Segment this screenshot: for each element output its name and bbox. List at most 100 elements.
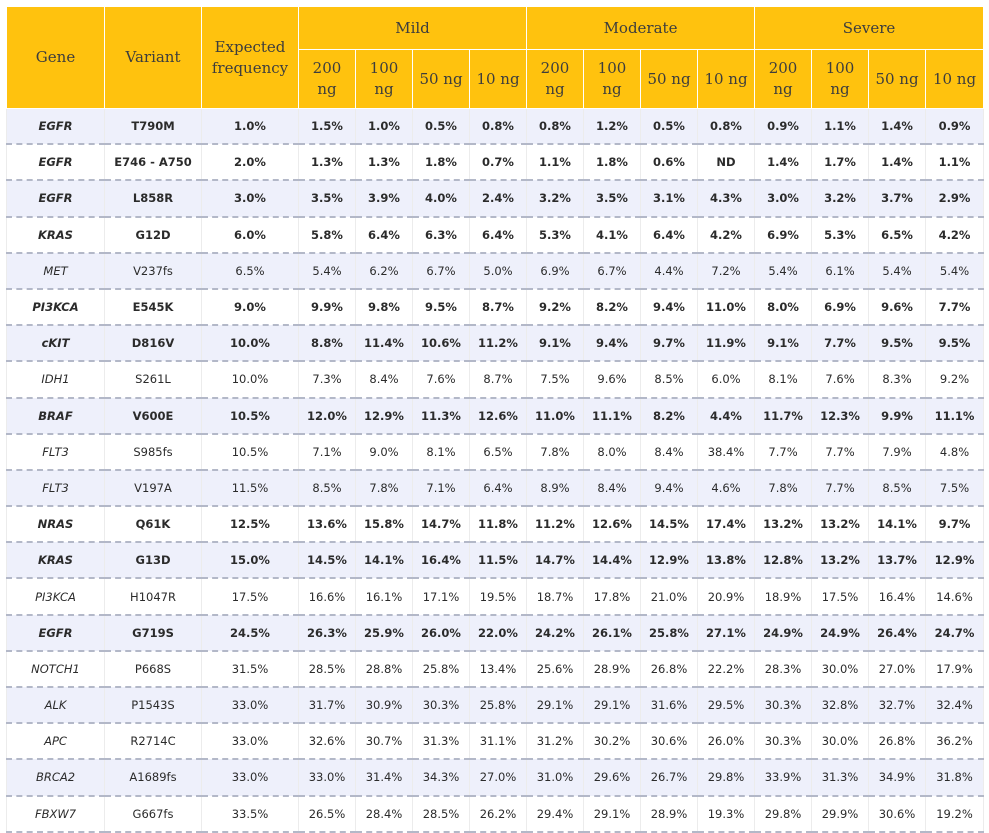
measured-frequency-cell: 30.3%	[754, 723, 813, 761]
amount-header-moderate-3: 10 ng	[696, 49, 756, 109]
measured-frequency-cell: 26.1%	[583, 614, 641, 652]
measured-frequency-cell: 30.0%	[811, 723, 870, 761]
measured-frequency-cell: 2.4%	[469, 180, 527, 218]
measured-frequency-cell: 28.8%	[355, 650, 413, 689]
measured-frequency-cell: 11.0%	[526, 397, 584, 435]
measured-frequency-cell: 1.3%	[298, 144, 356, 182]
expected-frequency-cell: 10.0%	[201, 361, 299, 399]
measured-frequency-cell: 13.2%	[811, 542, 870, 580]
amount-header-severe-1: 100 ng	[811, 49, 870, 109]
measured-frequency-cell: 22.0%	[469, 614, 527, 652]
amount-header-mild-0: 200 ng	[298, 49, 356, 109]
measured-frequency-cell: 31.3%	[811, 759, 870, 797]
measured-frequency-cell: 11.1%	[583, 397, 641, 435]
measured-frequency-cell: 17.4%	[696, 506, 756, 544]
measured-frequency-cell: 31.3%	[412, 723, 470, 761]
measured-frequency-cell: 12.6%	[583, 506, 641, 544]
expected-frequency-cell: 17.5%	[201, 578, 299, 616]
measured-frequency-cell: 6.9%	[811, 288, 870, 327]
measured-frequency-cell: 34.9%	[868, 759, 927, 797]
measured-frequency-cell: 11.0%	[696, 288, 756, 327]
expected-frequency-cell: 33.0%	[201, 687, 299, 725]
variant-cell: G667fs	[104, 795, 202, 833]
measured-frequency-cell: 15.8%	[355, 506, 413, 544]
table-row: ALK P1543S 33.0% 31.7% 30.9% 30.3% 25.8% 29.1% 2…	[6, 687, 985, 725]
gene-cell: ALK	[6, 687, 105, 725]
measured-frequency-cell: 26.8%	[868, 723, 927, 761]
measured-frequency-cell: 8.0%	[583, 433, 641, 471]
measured-frequency-cell: 9.5%	[925, 325, 985, 363]
measured-frequency-cell: 4.0%	[412, 180, 470, 218]
variant-cell: D816V	[104, 325, 202, 363]
gene-cell: EGFR	[6, 614, 105, 652]
measured-frequency-cell: 7.6%	[811, 361, 870, 399]
measured-frequency-cell: 0.9%	[754, 108, 813, 146]
measured-frequency-cell: 1.3%	[355, 144, 413, 182]
measured-frequency-cell: 29.4%	[526, 795, 584, 833]
measured-frequency-cell: 8.1%	[754, 361, 813, 399]
measured-frequency-cell: 8.3%	[868, 361, 927, 399]
measured-frequency-cell: 25.6%	[526, 650, 584, 689]
amount-header-severe-0: 200 ng	[754, 49, 813, 109]
table-row: IDH1 S261L 10.0% 7.3% 8.4% 7.6% 8.7% 7.5% 9.6% 8.…	[6, 361, 985, 399]
measured-frequency-cell: 8.4%	[355, 361, 413, 399]
measured-frequency-cell: 9.5%	[868, 325, 927, 363]
measured-frequency-cell: 4.3%	[696, 180, 756, 218]
measured-frequency-cell: 7.1%	[298, 433, 356, 471]
group-header-severe: Severe	[754, 6, 985, 50]
measured-frequency-cell: 5.4%	[925, 252, 985, 290]
measured-frequency-cell: 19.2%	[925, 795, 985, 833]
measured-frequency-cell: 12.9%	[355, 397, 413, 435]
table-row: cKIT D816V 10.0% 8.8% 11.4% 10.6% 11.2% 9.1% 9.4…	[6, 325, 985, 363]
gene-cell: FLT3	[6, 469, 105, 508]
measured-frequency-cell: 24.9%	[811, 614, 870, 652]
measured-frequency-cell: 13.8%	[696, 542, 756, 580]
measured-frequency-cell: 7.8%	[355, 469, 413, 508]
variant-cell: E545K	[104, 288, 202, 327]
measured-frequency-cell: 27.0%	[868, 650, 927, 689]
measured-frequency-cell: 6.5%	[469, 433, 527, 471]
measured-frequency-cell: 25.8%	[412, 650, 470, 689]
variant-cell: Q61K	[104, 506, 202, 544]
gene-cell: EGFR	[6, 180, 105, 218]
measured-frequency-cell: 7.9%	[868, 433, 927, 471]
measured-frequency-cell: 24.2%	[526, 614, 584, 652]
measured-frequency-cell: 9.1%	[526, 325, 584, 363]
measured-frequency-cell: 3.2%	[526, 180, 584, 218]
measured-frequency-cell: 30.7%	[355, 723, 413, 761]
measured-frequency-cell: 8.7%	[469, 288, 527, 327]
measured-frequency-cell: 26.8%	[640, 650, 698, 689]
measured-frequency-cell: 8.2%	[640, 397, 698, 435]
measured-frequency-cell: 6.1%	[811, 252, 870, 290]
expected-frequency-cell: 2.0%	[201, 144, 299, 182]
measured-frequency-cell: 20.9%	[696, 578, 756, 616]
measured-frequency-cell: 6.4%	[469, 216, 527, 254]
measured-frequency-cell: 14.7%	[526, 542, 584, 580]
measured-frequency-cell: 26.4%	[868, 614, 927, 652]
measured-frequency-cell: 17.8%	[583, 578, 641, 616]
measured-frequency-cell: 31.8%	[925, 759, 985, 797]
measured-frequency-cell: 13.4%	[469, 650, 527, 689]
measured-frequency-cell: 0.9%	[925, 108, 985, 146]
measured-frequency-cell: 11.5%	[469, 542, 527, 580]
gene-cell: IDH1	[6, 361, 105, 399]
measured-frequency-cell: 14.5%	[298, 542, 356, 580]
measured-frequency-cell: 7.7%	[811, 469, 870, 508]
gene-cell: BRCA2	[6, 759, 105, 797]
measured-frequency-cell: 1.4%	[868, 108, 927, 146]
amount-header-mild-3: 10 ng	[469, 49, 527, 109]
table-row: EGFR E746 - A750 2.0% 1.3% 1.3% 1.8% 0.7% 1.1% 1…	[6, 144, 985, 182]
measured-frequency-cell: 7.5%	[925, 469, 985, 508]
gene-cell: EGFR	[6, 108, 105, 146]
measured-frequency-cell: 30.9%	[355, 687, 413, 725]
measured-frequency-cell: 18.7%	[526, 578, 584, 616]
variant-cell: H1047R	[104, 578, 202, 616]
measured-frequency-cell: 10.6%	[412, 325, 470, 363]
measured-frequency-cell: 12.6%	[469, 397, 527, 435]
measured-frequency-cell: 0.8%	[469, 108, 527, 146]
measured-frequency-cell: 29.1%	[583, 687, 641, 725]
measured-frequency-cell: 7.7%	[811, 325, 870, 363]
measured-frequency-cell: 14.6%	[925, 578, 985, 616]
measured-frequency-cell: 24.7%	[925, 614, 985, 652]
